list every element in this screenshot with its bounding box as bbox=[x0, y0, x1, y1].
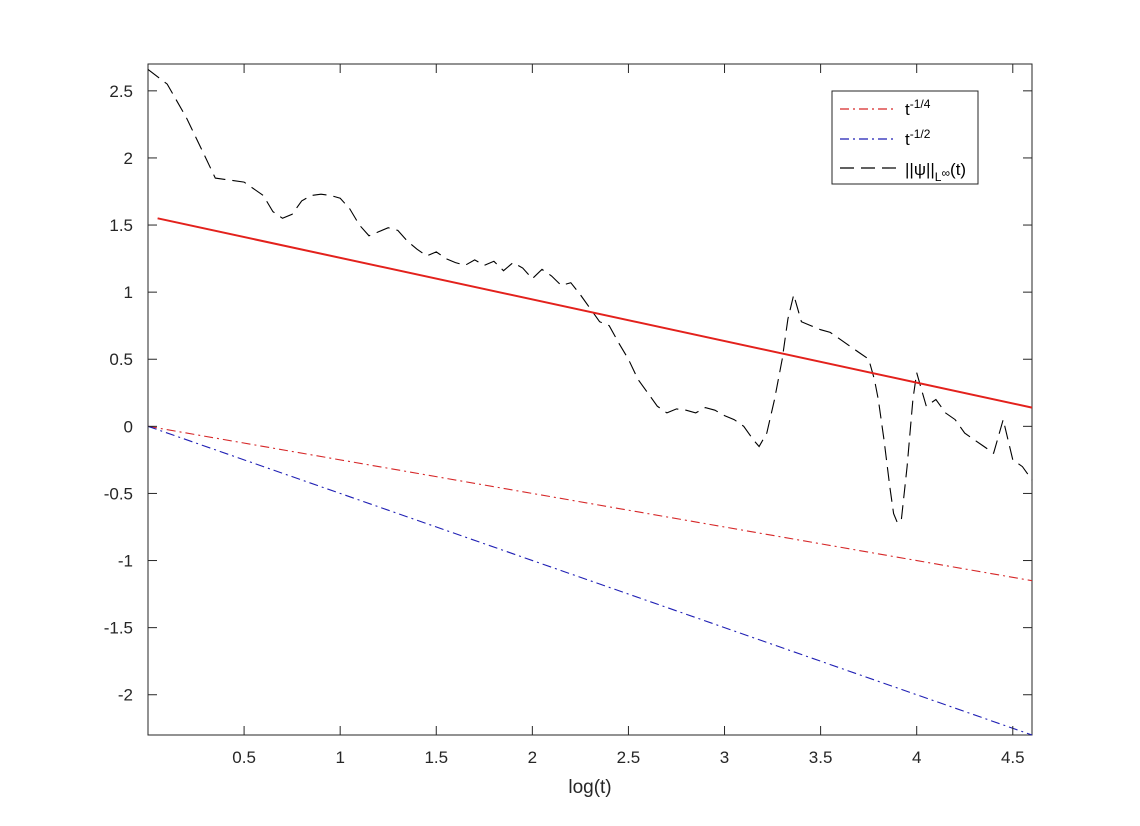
x-axis-label: log(t) bbox=[568, 777, 611, 798]
x-tick-label-8: 4 bbox=[912, 748, 921, 767]
y-tick-label-4: 1 bbox=[124, 283, 133, 302]
x-tick-label-7: 3.5 bbox=[809, 748, 833, 767]
y-tick-label-2: 2 bbox=[124, 149, 133, 168]
y-tick-label-1: 2.5 bbox=[109, 82, 133, 101]
x-tick-label-1: 0.5 bbox=[232, 748, 256, 767]
series-line-1 bbox=[147, 425, 1033, 582]
series-line-2 bbox=[147, 425, 1033, 736]
x-tick-label-4: 2 bbox=[528, 748, 537, 767]
legend-entry-3: ||ψ||L∞(t) bbox=[905, 160, 966, 184]
y-tick-label-6: 0 bbox=[124, 417, 133, 436]
tick-layer: 0.5 1 1.5 2 2.5 3 3.5 4 4.5 2.5 2 1.5 1 0.5 0 -0.5 -1 -1.… bbox=[104, 64, 1032, 767]
x-tick-label-3: 1.5 bbox=[424, 748, 448, 767]
y-tick-label-7: -0.5 bbox=[104, 484, 133, 503]
x-tick-label-5: 2.5 bbox=[617, 748, 641, 767]
series-line-3 bbox=[147, 68, 1033, 524]
y-tick-label-9: -1.5 bbox=[104, 619, 133, 638]
series-line-4 bbox=[157, 217, 1033, 409]
x-tick-label-9: 4.5 bbox=[1001, 748, 1025, 767]
x-tick-label-2: 1 bbox=[335, 748, 344, 767]
legend-box bbox=[831, 90, 979, 185]
x-tick-label-6: 3 bbox=[720, 748, 729, 767]
y-tick-label-3: 1.5 bbox=[109, 216, 133, 235]
legend-entry-2: t-1/2 bbox=[905, 127, 931, 149]
legend: t-1/4 t-1/2 ||ψ||L∞(t) bbox=[831, 90, 979, 185]
legend-entry-1: t-1/4 bbox=[905, 97, 931, 119]
y-tick-label-8: -1 bbox=[118, 552, 133, 571]
y-tick-label-5: 0.5 bbox=[109, 350, 133, 369]
series-layer bbox=[147, 68, 1033, 736]
y-tick-label-10: -2 bbox=[118, 686, 133, 705]
